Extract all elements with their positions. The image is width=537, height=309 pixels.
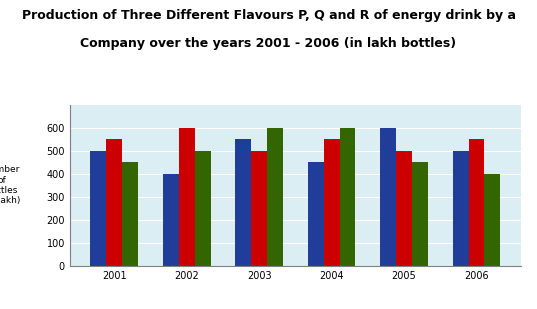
Text: Production of Three Different Flavours P, Q and R of energy drink by a: Production of Three Different Flavours P… <box>21 9 516 22</box>
Bar <box>380 128 396 266</box>
Bar <box>251 151 267 266</box>
Bar <box>396 151 412 266</box>
Bar <box>308 163 324 266</box>
Bar <box>412 163 428 266</box>
Bar <box>235 139 251 266</box>
Bar <box>90 151 106 266</box>
Bar <box>324 139 339 266</box>
Bar <box>267 128 283 266</box>
Bar <box>453 151 468 266</box>
Bar <box>339 128 355 266</box>
Bar <box>468 139 484 266</box>
Bar <box>194 151 211 266</box>
Bar <box>179 128 194 266</box>
Bar <box>106 139 122 266</box>
Bar <box>484 174 500 266</box>
Bar <box>163 174 179 266</box>
Y-axis label: Number
of
bottles
(in lakh): Number of bottles (in lakh) <box>0 165 20 205</box>
Text: Company over the years 2001 - 2006 (in lakh bottles): Company over the years 2001 - 2006 (in l… <box>81 37 456 50</box>
Bar <box>122 163 138 266</box>
